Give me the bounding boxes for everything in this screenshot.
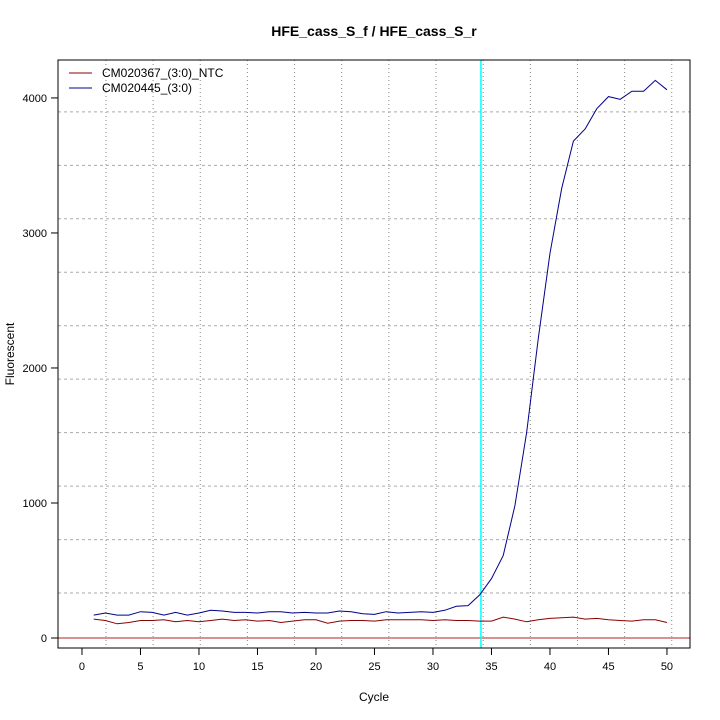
x-tick-label: 35 <box>485 661 497 673</box>
x-tick-label: 5 <box>137 661 143 673</box>
x-tick-label: 45 <box>602 661 614 673</box>
x-axis: 0 5 10 15 20 25 30 35 40 45 50 <box>79 648 673 673</box>
x-tick-label: 30 <box>427 661 439 673</box>
chart-title: HFE_cass_S_f / HFE_cass_S_r <box>271 23 477 39</box>
y-tick-label: 4000 <box>23 93 47 105</box>
plot-frame <box>57 59 691 649</box>
y-axis-label: Fluorescent <box>3 322 17 385</box>
y-tick-label: 1000 <box>23 498 47 510</box>
y-axis: 0 1000 2000 3000 4000 <box>23 93 58 645</box>
legend-label-ntc: CM020367_(3:0)_NTC <box>102 66 224 80</box>
series-lines <box>93 79 668 625</box>
series-line-1 <box>93 79 668 616</box>
y-tick-label: 3000 <box>23 228 47 240</box>
x-tick-label: 25 <box>368 661 380 673</box>
x-tick-label: 15 <box>251 661 263 673</box>
y-tick-label: 2000 <box>23 363 47 375</box>
grid-lines <box>58 60 690 648</box>
x-tick-label: 0 <box>79 661 85 673</box>
y-tick-label: 0 <box>41 633 47 645</box>
series-line-0 <box>93 616 668 625</box>
legend-label-sample: CM020445_(3:0) <box>102 81 192 95</box>
reference-lines <box>58 60 690 648</box>
x-tick-label: 10 <box>193 661 205 673</box>
x-tick-label: 50 <box>661 661 673 673</box>
x-tick-label: 40 <box>544 661 556 673</box>
legend: CM020367_(3:0)_NTC CM020445_(3:0) <box>69 66 224 95</box>
x-axis-label: Cycle <box>359 690 389 704</box>
x-tick-label: 20 <box>310 661 322 673</box>
